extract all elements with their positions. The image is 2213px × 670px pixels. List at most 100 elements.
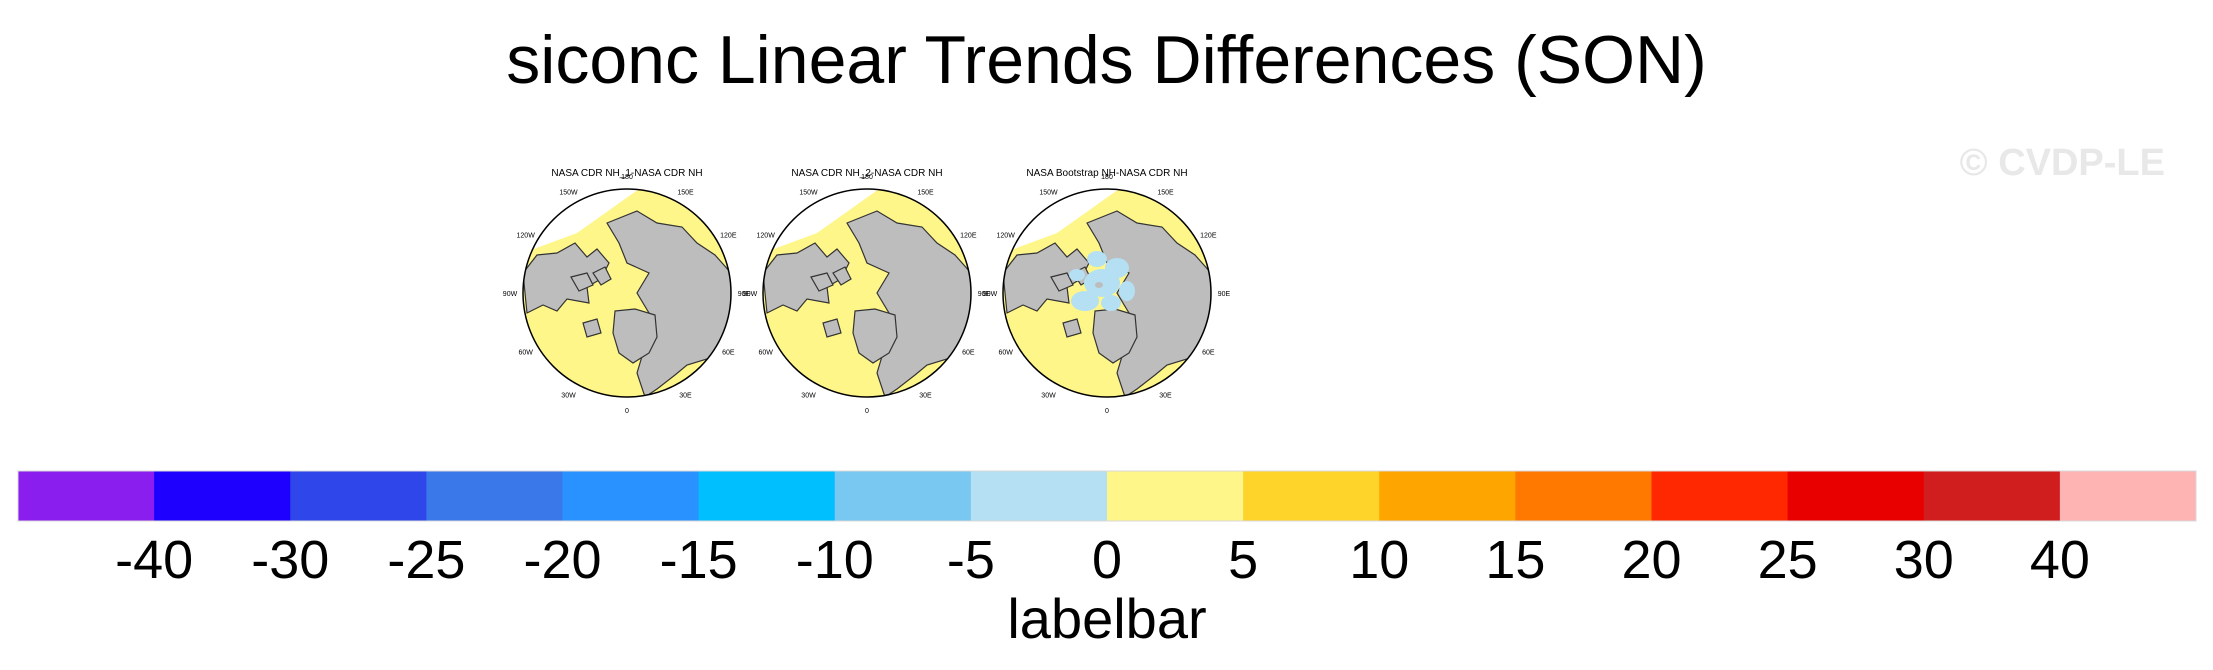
lon-tick-label: 150W: [799, 190, 818, 197]
labelbar-tick-label: -40: [115, 530, 193, 590]
labelbar-tick-label: 5: [1228, 530, 1258, 590]
lon-tick-label: 60E: [1202, 350, 1215, 357]
lon-tick-label: 0: [1105, 408, 1109, 415]
lon-tick-label: 150E: [677, 190, 694, 197]
map-outline: [522, 188, 732, 398]
labelbar-tick-label: 20: [1621, 530, 1681, 590]
lon-tick-label: 180: [1101, 174, 1113, 181]
lon-tick-label: 30E: [1159, 392, 1172, 399]
map-outline: [762, 188, 972, 398]
lon-tick-label: 90W: [743, 291, 758, 298]
field-minus5-to-0-5: [1087, 251, 1107, 267]
lon-tick-label: 120E: [1200, 233, 1217, 240]
labelbar-box-16: [2059, 471, 2197, 521]
landmass-4: [810, 272, 834, 292]
field-minus5-to-0-7: [1069, 269, 1085, 281]
field-minus5-to-0-6: [1119, 281, 1135, 301]
lon-tick-label: 150W: [559, 190, 578, 197]
labelbar-tick-label: -15: [660, 530, 738, 590]
labelbar-tick-label: -20: [523, 530, 601, 590]
field-island: [1095, 282, 1103, 288]
lon-tick-label: 120E: [720, 233, 737, 240]
lon-tick-label: 60W: [758, 350, 773, 357]
labelbar-box-15: [1923, 471, 2061, 521]
lon-tick-label: 90E: [1218, 291, 1231, 298]
labelbar-title: labelbar: [1007, 587, 1206, 650]
labelbar-box-1: [18, 471, 155, 521]
landmass-3: [612, 308, 658, 364]
landmass-1: [846, 210, 971, 397]
lon-tick-label: 120W: [517, 233, 536, 240]
field-minus5-to-0-2: [1105, 258, 1129, 278]
landmass-1: [606, 210, 731, 397]
lon-tick-label: 60W: [998, 350, 1013, 357]
labelbar-box-7: [834, 471, 972, 521]
labelbar-box-12: [1515, 471, 1652, 521]
lon-tick-label: 60W: [518, 350, 533, 357]
landmass-3: [1092, 308, 1138, 364]
lon-tick-label: 90W: [983, 291, 998, 298]
lon-tick-label: 0: [865, 408, 869, 415]
labelbar-tick-label: 25: [1758, 530, 1818, 590]
field-minus5-to-0-4: [1101, 295, 1121, 311]
labelbar-box-11: [1379, 471, 1516, 521]
lon-tick-label: 30W: [561, 392, 576, 399]
labelbar: -40 -30 -25 -20 -15 -10 -5 0 5 10 15 20 25 30 40 labelb…: [17, 470, 2197, 650]
lon-tick-label: 90E: [738, 291, 751, 298]
lon-tick-label: 150E: [917, 190, 934, 197]
labelbar-tick-label: -30: [251, 530, 329, 590]
watermark: © CVDP-LE: [1959, 142, 2165, 184]
landmass-3: [852, 308, 898, 364]
lon-tick-label: 30W: [801, 392, 816, 399]
panel-title: NASA CDR NH_2-NASA CDR NH: [791, 168, 942, 179]
landmass-5: [832, 266, 852, 286]
landmass-6: [1062, 318, 1082, 338]
lon-tick-label: 30E: [679, 392, 692, 399]
labelbar-box-10: [1243, 471, 1380, 521]
panel-title: NASA CDR NH_1-NASA CDR NH: [551, 168, 702, 179]
labelbar-tick-label: 30: [1894, 530, 1954, 590]
lon-tick-label: 60E: [962, 350, 975, 357]
landmass-6: [582, 318, 602, 338]
labelbar-border: [17, 470, 2197, 522]
landmass-4: [570, 272, 594, 292]
labelbar-box-6: [698, 471, 836, 521]
lon-tick-label: 120W: [757, 233, 776, 240]
lon-tick-label: 30E: [919, 392, 932, 399]
lon-tick-label: 120E: [960, 233, 977, 240]
labelbar-tick-label: 40: [2030, 530, 2090, 590]
labelbar-box-9: [1107, 471, 1244, 521]
labelbar-tick-label: -5: [947, 530, 995, 590]
lon-tick-label: 60E: [722, 350, 735, 357]
labelbar-box-14: [1787, 471, 1925, 521]
landmass-6: [822, 318, 842, 338]
labelbar-box-4: [426, 471, 563, 521]
page-title: siconc Linear Trends Differences (SON): [506, 22, 1707, 98]
labelbar-box-2: [154, 471, 291, 521]
lon-tick-label: 90E: [978, 291, 991, 298]
labelbar-tick-label: 0: [1092, 530, 1122, 590]
panel-title: NASA Bootstrap NH-NASA CDR NH: [1026, 168, 1187, 179]
lon-tick-label: 30W: [1041, 392, 1056, 399]
labelbar-tick-label: 10: [1349, 530, 1409, 590]
labelbar-tick-label: -10: [796, 530, 874, 590]
lon-tick-label: 150E: [1157, 190, 1174, 197]
lon-tick-label: 90W: [503, 291, 518, 298]
map-outline: [1002, 188, 1212, 398]
lon-tick-label: 120W: [997, 233, 1016, 240]
lon-tick-label: 0: [625, 408, 629, 415]
landmass-4: [1050, 272, 1074, 292]
labelbar-box-8: [970, 471, 1108, 521]
labelbar-box-5: [562, 471, 700, 521]
lon-tick-label: 150W: [1039, 190, 1058, 197]
map-panels: NASA CDR NH_1-NASA CDR NH180150E120E90E6…: [503, 168, 1231, 415]
labelbar-tick-label: 15: [1485, 530, 1545, 590]
lon-tick-label: 180: [621, 174, 633, 181]
landmass-5: [592, 266, 612, 286]
field-minus5-to-0-3: [1071, 291, 1099, 311]
lon-tick-label: 180: [861, 174, 873, 181]
labelbar-box-3: [290, 471, 427, 521]
